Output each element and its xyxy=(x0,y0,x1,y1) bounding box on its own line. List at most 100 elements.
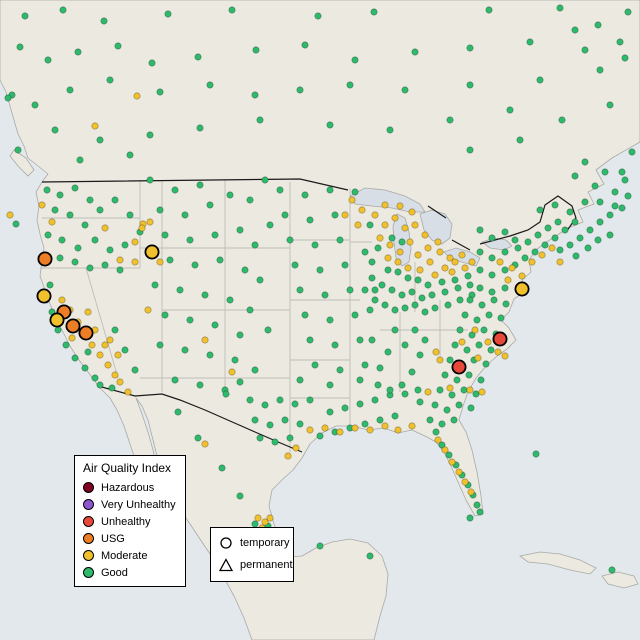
station-dot[interactable] xyxy=(291,261,299,269)
station-dot[interactable] xyxy=(436,248,444,256)
station-dot[interactable] xyxy=(138,224,146,232)
station-dot[interactable] xyxy=(488,234,496,242)
station-dot[interactable] xyxy=(371,396,379,404)
station-dot[interactable] xyxy=(211,231,219,239)
station-dot[interactable] xyxy=(111,196,119,204)
station-dot[interactable] xyxy=(386,241,394,249)
station-dot[interactable] xyxy=(478,301,486,309)
station-dot[interactable] xyxy=(296,376,304,384)
station-dot[interactable] xyxy=(104,361,112,369)
station-dot[interactable] xyxy=(414,251,422,259)
station-dot[interactable] xyxy=(446,254,454,262)
station-dot[interactable] xyxy=(581,158,589,166)
station-dot[interactable] xyxy=(51,206,59,214)
station-dot[interactable] xyxy=(74,48,82,56)
station-dot[interactable] xyxy=(131,258,139,266)
station-dot[interactable] xyxy=(534,231,542,239)
station-dot[interactable] xyxy=(59,6,67,14)
station-dot[interactable] xyxy=(594,236,602,244)
station-dot[interactable] xyxy=(131,366,139,374)
station-dot[interactable] xyxy=(384,348,392,356)
station-dot[interactable] xyxy=(434,436,442,444)
station-dot[interactable] xyxy=(458,338,466,346)
station-dot[interactable] xyxy=(434,238,442,246)
station-dot[interactable] xyxy=(366,306,374,314)
station-dot[interactable] xyxy=(326,186,334,194)
station-dot[interactable] xyxy=(171,376,179,384)
station-dot[interactable] xyxy=(81,221,89,229)
station-dot[interactable] xyxy=(368,274,376,282)
station-dot[interactable] xyxy=(611,202,619,210)
highlighted-station-dot[interactable] xyxy=(78,325,94,341)
station-dot[interactable] xyxy=(196,124,204,132)
station-dot[interactable] xyxy=(501,266,509,274)
station-dot[interactable] xyxy=(386,126,394,134)
station-dot[interactable] xyxy=(236,331,244,339)
station-dot[interactable] xyxy=(464,272,472,280)
station-dot[interactable] xyxy=(501,228,509,236)
highlighted-station-dot[interactable] xyxy=(514,281,530,297)
station-dot[interactable] xyxy=(376,416,384,424)
station-dot[interactable] xyxy=(456,296,464,304)
station-dot[interactable] xyxy=(54,326,62,334)
station-dot[interactable] xyxy=(43,186,51,194)
station-dot[interactable] xyxy=(467,404,475,412)
station-dot[interactable] xyxy=(628,148,636,156)
station-dot[interactable] xyxy=(384,266,392,274)
station-dot[interactable] xyxy=(401,390,409,398)
station-dot[interactable] xyxy=(445,451,453,459)
station-dot[interactable] xyxy=(558,116,566,124)
station-dot[interactable] xyxy=(370,8,378,16)
station-dot[interactable] xyxy=(556,4,564,12)
highlighted-station-dot[interactable] xyxy=(451,359,467,375)
station-dot[interactable] xyxy=(450,416,458,424)
station-dot[interactable] xyxy=(351,188,359,196)
station-dot[interactable] xyxy=(306,396,314,404)
station-dot[interactable] xyxy=(444,301,452,309)
station-dot[interactable] xyxy=(126,211,134,219)
station-dot[interactable] xyxy=(396,202,404,210)
station-dot[interactable] xyxy=(531,248,539,256)
station-dot[interactable] xyxy=(321,424,329,432)
station-dot[interactable] xyxy=(106,336,114,344)
station-dot[interactable] xyxy=(166,256,174,264)
station-dot[interactable] xyxy=(46,281,54,289)
station-dot[interactable] xyxy=(91,236,99,244)
station-dot[interactable] xyxy=(231,356,239,364)
station-dot[interactable] xyxy=(186,316,194,324)
station-dot[interactable] xyxy=(311,241,319,249)
station-dot[interactable] xyxy=(201,440,209,448)
station-dot[interactable] xyxy=(361,286,369,294)
highlighted-station-dot[interactable] xyxy=(492,331,508,347)
station-dot[interactable] xyxy=(174,408,182,416)
station-dot[interactable] xyxy=(101,261,109,269)
station-dot[interactable] xyxy=(463,346,471,354)
station-dot[interactable] xyxy=(91,374,99,382)
station-dot[interactable] xyxy=(301,311,309,319)
station-dot[interactable] xyxy=(58,236,66,244)
station-dot[interactable] xyxy=(374,244,382,252)
station-dot[interactable] xyxy=(618,168,626,176)
station-dot[interactable] xyxy=(361,361,369,369)
station-dot[interactable] xyxy=(106,76,114,84)
station-dot[interactable] xyxy=(482,360,490,368)
station-dot[interactable] xyxy=(506,106,514,114)
station-dot[interactable] xyxy=(254,514,262,522)
station-dot[interactable] xyxy=(256,276,264,284)
station-dot[interactable] xyxy=(316,432,324,440)
station-dot[interactable] xyxy=(358,206,366,214)
station-dot[interactable] xyxy=(336,236,344,244)
station-dot[interactable] xyxy=(414,276,422,284)
station-dot[interactable] xyxy=(251,91,259,99)
station-dot[interactable] xyxy=(476,226,484,234)
station-dot[interactable] xyxy=(86,264,94,272)
station-dot[interactable] xyxy=(438,278,446,286)
station-dot[interactable] xyxy=(621,54,629,62)
station-dot[interactable] xyxy=(62,341,70,349)
station-dot[interactable] xyxy=(86,196,94,204)
station-dot[interactable] xyxy=(480,326,488,334)
station-dot[interactable] xyxy=(361,420,369,428)
station-dot[interactable] xyxy=(594,21,602,29)
station-dot[interactable] xyxy=(351,56,359,64)
station-dot[interactable] xyxy=(488,271,496,279)
